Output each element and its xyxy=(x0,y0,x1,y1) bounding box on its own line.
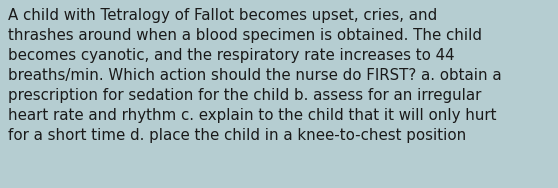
Text: A child with Tetralogy of Fallot becomes upset, cries, and
thrashes around when : A child with Tetralogy of Fallot becomes… xyxy=(8,8,502,143)
